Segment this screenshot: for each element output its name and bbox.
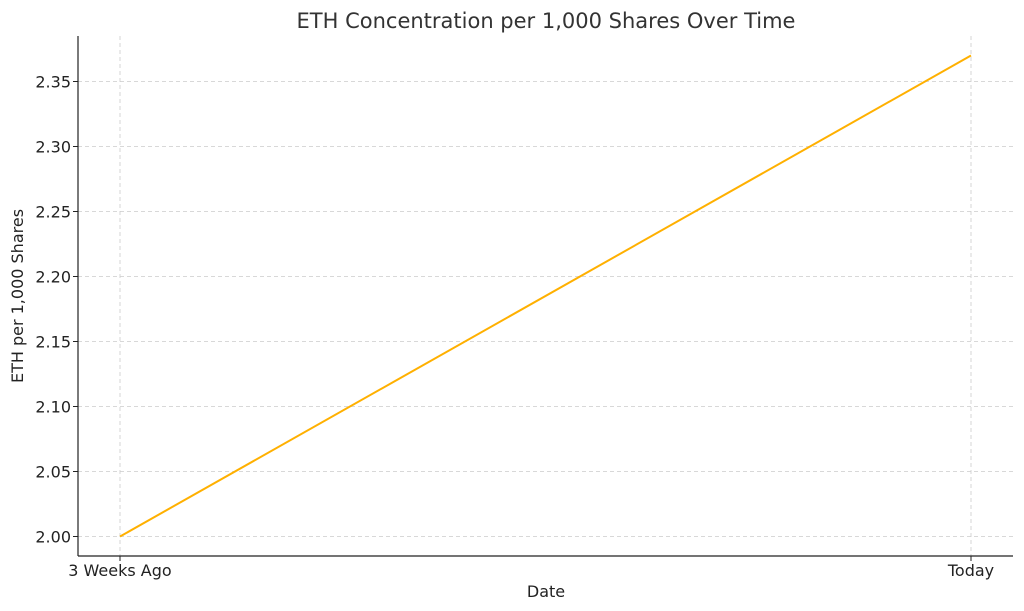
series-layer <box>119 54 972 538</box>
y-tick-label: 2.00 <box>35 528 71 547</box>
y-tick-label: 2.05 <box>35 463 71 482</box>
y-tick-label: 2.35 <box>35 73 71 92</box>
y-tick-label: 2.30 <box>35 138 71 157</box>
x-tick-label: 3 Weeks Ago <box>68 561 171 580</box>
axes-layer: 2.00 2.05 2.10 2.15 2.20 2.25 2.30 2.35 3 Weeks … <box>35 36 1013 580</box>
y-tick-label: 2.10 <box>35 398 71 417</box>
chart-title: ETH Concentration per 1,000 Shares Over … <box>297 9 796 33</box>
x-axis-label: Date <box>527 582 565 601</box>
y-tick-label: 2.15 <box>35 333 71 352</box>
y-axis-label: ETH per 1,000 Shares <box>8 209 27 383</box>
y-tick-label: 2.20 <box>35 268 71 287</box>
series-line <box>119 54 972 538</box>
x-tick-label: Today <box>947 561 994 580</box>
y-tick-label: 2.25 <box>35 203 71 222</box>
